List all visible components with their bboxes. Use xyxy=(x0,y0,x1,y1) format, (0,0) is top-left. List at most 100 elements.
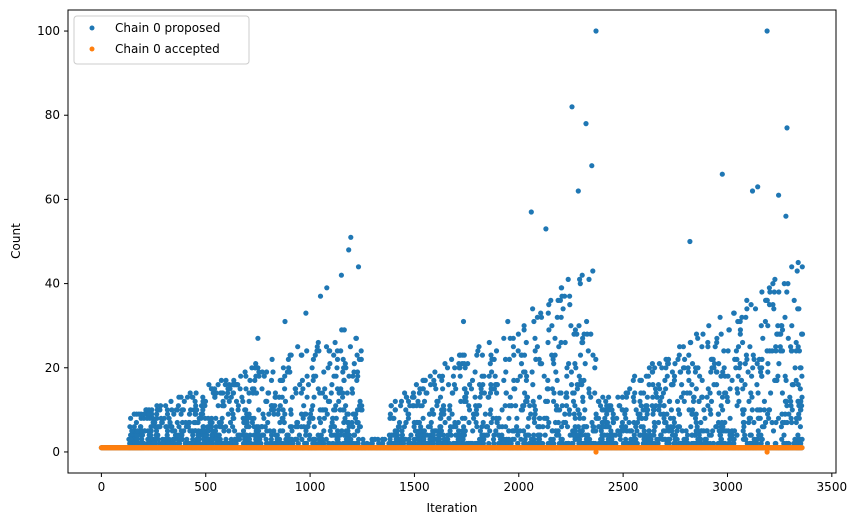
proposed-point xyxy=(421,436,427,442)
proposed-point xyxy=(488,352,494,358)
proposed-point xyxy=(402,390,408,396)
proposed-point xyxy=(530,398,536,404)
proposed-point xyxy=(191,419,197,426)
proposed-point xyxy=(693,331,700,337)
proposed-point xyxy=(298,390,304,396)
proposed-point xyxy=(186,440,193,447)
proposed-point xyxy=(552,419,559,426)
proposed-point xyxy=(733,348,740,354)
proposed-point xyxy=(503,424,509,430)
proposed-point xyxy=(631,398,637,404)
proposed-point xyxy=(445,382,452,388)
proposed-point xyxy=(438,411,444,417)
proposed-point xyxy=(447,440,453,447)
proposed-point xyxy=(663,365,669,371)
proposed-point xyxy=(212,386,218,392)
proposed-point xyxy=(717,432,724,438)
proposed-point xyxy=(432,369,438,375)
proposed-point xyxy=(751,356,757,362)
proposed-point xyxy=(600,424,606,430)
proposed-point xyxy=(356,356,362,362)
proposed-point xyxy=(545,440,551,447)
proposed-point xyxy=(141,411,147,417)
proposed-point xyxy=(487,361,493,367)
proposed-point xyxy=(423,440,429,447)
proposed-point xyxy=(404,394,410,400)
proposed-point xyxy=(190,432,196,438)
proposed-point xyxy=(534,344,541,350)
proposed-point xyxy=(214,440,220,447)
proposed-point xyxy=(711,361,718,367)
proposed-point xyxy=(346,419,352,426)
proposed-point xyxy=(765,369,771,375)
proposed-point xyxy=(593,28,599,34)
proposed-point xyxy=(788,403,794,409)
proposed-point xyxy=(686,407,692,413)
proposed-point xyxy=(582,424,588,430)
proposed-point xyxy=(431,377,437,383)
proposed-point xyxy=(528,411,534,417)
proposed-point xyxy=(631,432,637,438)
proposed-point xyxy=(681,365,688,371)
proposed-point xyxy=(757,365,763,371)
proposed-point xyxy=(637,398,643,404)
proposed-point xyxy=(246,398,252,404)
proposed-point xyxy=(181,398,187,404)
proposed-point xyxy=(244,424,250,430)
proposed-point xyxy=(134,428,141,434)
proposed-point xyxy=(532,407,539,413)
proposed-point xyxy=(237,386,243,392)
proposed-point xyxy=(689,361,696,367)
proposed-point xyxy=(128,415,134,421)
proposed-point xyxy=(276,440,282,447)
proposed-point xyxy=(669,428,675,434)
proposed-point xyxy=(798,365,804,371)
proposed-point xyxy=(572,428,578,434)
proposed-point xyxy=(699,377,705,383)
proposed-point xyxy=(562,339,568,346)
proposed-point xyxy=(532,335,538,341)
proposed-point xyxy=(640,424,646,430)
proposed-point xyxy=(139,436,145,442)
proposed-point xyxy=(709,365,715,371)
proposed-point xyxy=(675,424,681,430)
proposed-point xyxy=(759,289,765,295)
proposed-point xyxy=(645,407,651,413)
proposed-point xyxy=(420,386,426,392)
proposed-point xyxy=(724,394,730,400)
proposed-point xyxy=(387,411,393,417)
proposed-point xyxy=(321,407,327,413)
proposed-point xyxy=(764,348,770,354)
proposed-point xyxy=(428,382,434,388)
proposed-point xyxy=(429,407,435,413)
proposed-point xyxy=(488,382,494,388)
proposed-point xyxy=(518,361,525,367)
proposed-point xyxy=(506,428,512,434)
proposed-point xyxy=(610,432,616,438)
proposed-point xyxy=(578,377,584,383)
proposed-point xyxy=(174,419,180,426)
proposed-point xyxy=(536,424,542,430)
proposed-point xyxy=(598,428,604,434)
proposed-point xyxy=(319,436,325,442)
proposed-point xyxy=(200,440,206,447)
proposed-point xyxy=(472,394,478,400)
proposed-point xyxy=(316,415,322,421)
proposed-point xyxy=(243,432,249,438)
proposed-point xyxy=(268,407,275,413)
proposed-point xyxy=(462,365,468,371)
proposed-point xyxy=(622,411,628,417)
proposed-point xyxy=(571,411,577,417)
proposed-point xyxy=(667,415,674,421)
proposed-point xyxy=(578,428,585,434)
proposed-point xyxy=(168,398,174,404)
proposed-point xyxy=(319,390,326,396)
proposed-point xyxy=(589,163,595,169)
proposed-point xyxy=(328,432,334,438)
proposed-point xyxy=(592,390,598,396)
proposed-point xyxy=(242,369,248,375)
proposed-point xyxy=(316,348,322,354)
proposed-point xyxy=(164,432,170,438)
proposed-point xyxy=(620,428,626,434)
proposed-point xyxy=(299,352,305,358)
